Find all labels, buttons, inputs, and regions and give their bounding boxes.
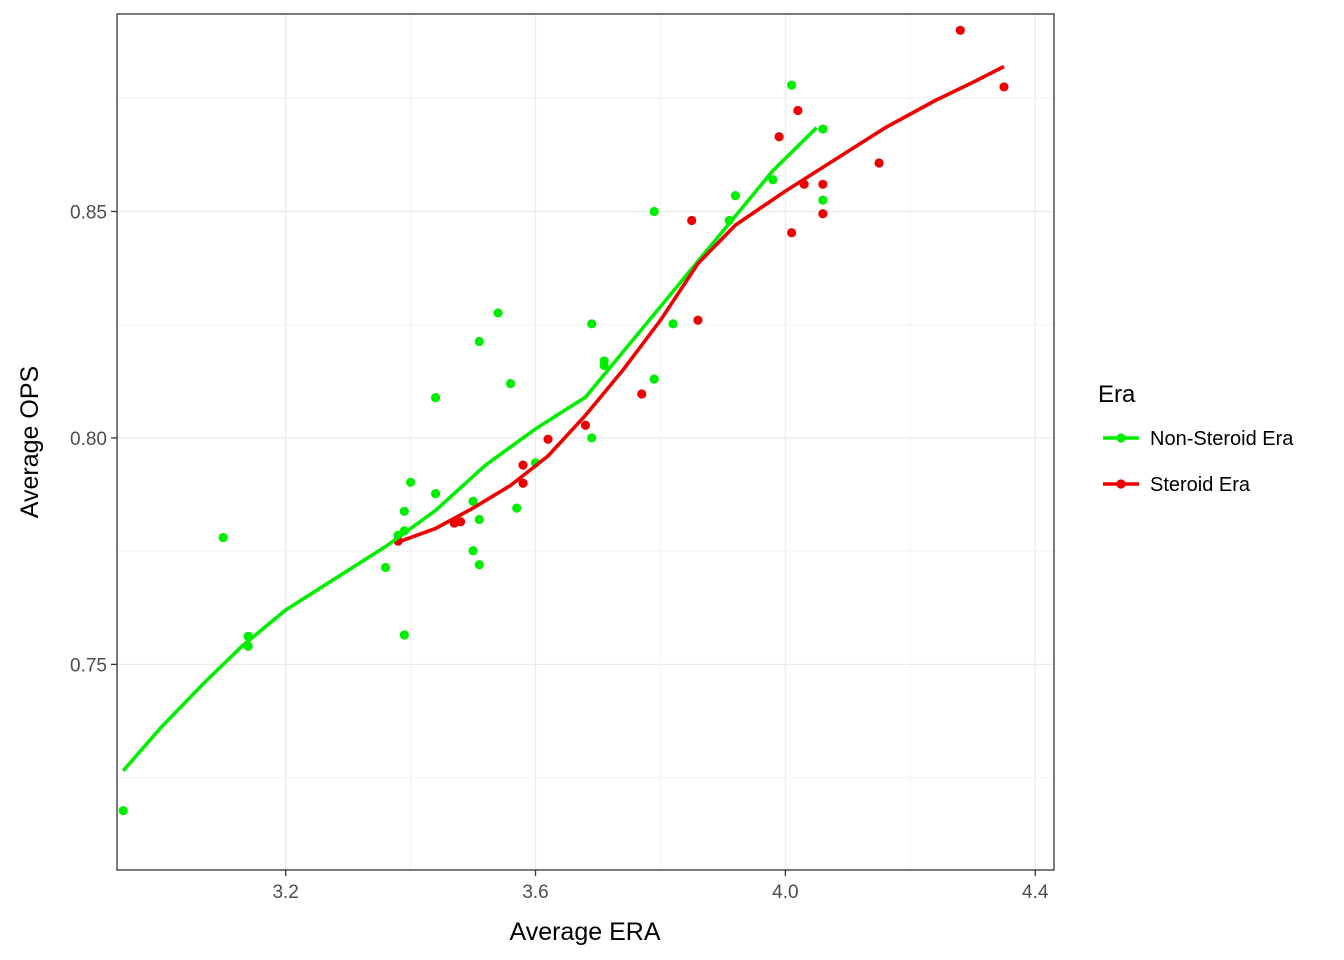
legend-items: Non-Steroid Era Steroid Era xyxy=(1103,428,1294,496)
non-steroid-era-point xyxy=(512,503,522,513)
non-steroid-era-point xyxy=(430,393,441,403)
non-steroid-era-point xyxy=(818,195,828,205)
non-steroid-era-point xyxy=(730,191,741,201)
non-steroid-era-trend-line xyxy=(121,126,818,772)
grid xyxy=(117,14,1054,870)
plot-panel-border xyxy=(116,13,1055,871)
non-steroid-era-point xyxy=(430,489,441,499)
steroid-era-point xyxy=(818,179,828,189)
steroid-era-point xyxy=(518,460,528,470)
non-steroid-era-point xyxy=(768,175,778,185)
steroid-era-point xyxy=(543,434,553,444)
non-steroid-era-point xyxy=(505,378,516,389)
non-steroid-era-point xyxy=(399,630,409,640)
legend-key-point-steroid-era xyxy=(1116,479,1126,489)
non-steroid-era-point xyxy=(668,319,678,329)
steroid-era-point xyxy=(999,82,1009,92)
steroid-era-point xyxy=(637,389,647,399)
non-steroid-era-point xyxy=(649,374,659,384)
plot-marks xyxy=(118,25,1009,816)
steroid-era-trend-line xyxy=(397,64,1005,544)
non-steroid-era-point xyxy=(118,806,128,816)
non-steroid-era-point xyxy=(399,506,409,516)
x-tick-label: 4.4 xyxy=(1022,882,1049,903)
steroid-era-point xyxy=(693,315,703,325)
non-steroid-era-point xyxy=(468,546,478,556)
non-steroid-era-point xyxy=(474,514,484,525)
non-steroid-era-point xyxy=(649,206,659,217)
legend: Era Non-Steroid Era Steroid Era xyxy=(1098,381,1294,496)
legend-label-non-steroid-era: Non-Steroid Era xyxy=(1150,428,1294,450)
steroid-era-point xyxy=(580,420,591,430)
non-steroid-era-point xyxy=(493,308,503,318)
steroid-era-point xyxy=(787,228,797,238)
non-steroid-era-point xyxy=(587,433,597,443)
legend-title: Era xyxy=(1098,381,1136,408)
x-tick-label: 3.6 xyxy=(522,882,548,903)
legend-label-steroid-era: Steroid Era xyxy=(1150,474,1251,496)
x-tick-label: 3.2 xyxy=(272,882,298,903)
non-steroid-era-point xyxy=(474,336,484,347)
non-steroid-era-point xyxy=(218,532,228,543)
steroid-era-point xyxy=(455,517,466,527)
non-steroid-era-point xyxy=(787,80,797,90)
x-tick-label: 4.0 xyxy=(772,882,798,903)
non-steroid-era-point xyxy=(474,560,484,570)
steroid-era-point xyxy=(793,105,803,116)
non-steroid-era-point xyxy=(468,496,478,506)
steroid-era-point xyxy=(518,478,528,488)
steroid-era-point xyxy=(874,158,884,168)
legend-key-point-non-steroid-era xyxy=(1116,433,1126,443)
steroid-era-point xyxy=(955,25,965,35)
non-steroid-era-point xyxy=(599,356,609,366)
steroid-era-point xyxy=(774,132,784,142)
y-axis-title: Average OPS xyxy=(16,366,44,518)
y-tick-label: 0.75 xyxy=(70,655,107,676)
x-axis-title: Average ERA xyxy=(509,918,660,946)
non-steroid-era-point xyxy=(587,319,597,329)
steroid-era-point xyxy=(687,215,697,226)
axes: 3.2 3.6 4.0 4.4 0.75 0.80 0.85 xyxy=(70,202,1049,903)
non-steroid-era-point xyxy=(381,562,391,573)
y-tick-label: 0.80 xyxy=(70,429,107,450)
steroid-era-point xyxy=(818,209,828,219)
non-steroid-era-point xyxy=(818,124,828,134)
non-steroid-era-point xyxy=(405,477,416,487)
y-tick-label: 0.85 xyxy=(70,202,107,223)
